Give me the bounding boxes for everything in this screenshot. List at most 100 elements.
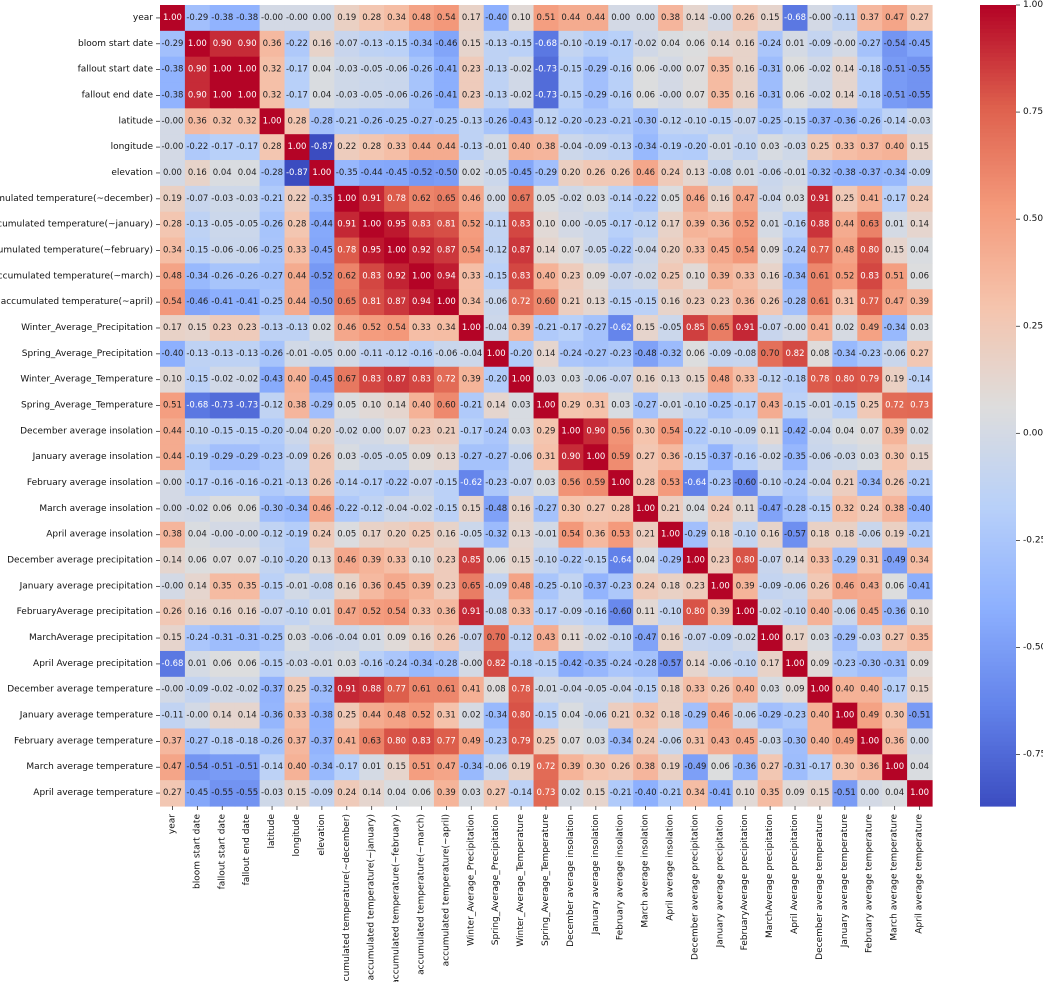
- heatmap-cell: [209, 134, 236, 161]
- heatmap-cell: [658, 366, 684, 394]
- colorbar-segment: [980, 249, 1016, 254]
- heatmap-cell: [757, 134, 784, 161]
- heatmap-cell: [558, 340, 584, 368]
- heatmap-cell: [757, 237, 784, 264]
- colorbar-segment: [980, 613, 1016, 619]
- cell-value-label: 1.00: [636, 504, 655, 514]
- cell-value-label: 0.39: [512, 323, 531, 333]
- cell-value-label: -0.21: [336, 116, 358, 126]
- cell-value-label: -0.09: [809, 39, 831, 49]
- cell-value-label: -0.00: [460, 659, 482, 669]
- colorbar-segment: [980, 77, 1016, 82]
- cell-value-label: 0.94: [412, 297, 431, 307]
- colorbar-segment: [980, 101, 1016, 106]
- colorbar-segment: [980, 169, 1016, 174]
- cell-value-label: 0.77: [437, 736, 456, 746]
- cell-value-label: -0.20: [286, 556, 308, 566]
- heatmap-cell: [782, 82, 809, 109]
- cell-value-label: 0.33: [387, 142, 406, 152]
- heatmap-cell: [682, 573, 709, 600]
- heatmap-cell: [882, 444, 908, 471]
- cell-value-label: 0.28: [636, 478, 655, 488]
- y-tick-label: fallout end date: [82, 90, 154, 100]
- heatmap-cell: [533, 573, 560, 600]
- colorbar-segment: [980, 429, 1016, 435]
- colorbar-tick-label: 0.75: [1023, 107, 1043, 117]
- colorbar-segment: [980, 677, 1016, 683]
- heatmap-cell: [807, 392, 833, 420]
- heatmap-cell: [234, 702, 261, 730]
- heatmap-cell: [807, 444, 833, 471]
- colorbar-segment: [980, 113, 1016, 118]
- heatmap-cell: [682, 780, 709, 807]
- cell-value-label: -0.27: [460, 452, 482, 462]
- heatmap-cell: [259, 521, 286, 549]
- heatmap-cell: [882, 780, 908, 807]
- cell-value-label: 0.31: [860, 556, 879, 566]
- cell-value-label: 0.11: [636, 607, 655, 617]
- heatmap-cell: [359, 56, 385, 84]
- heatmap-cell: [608, 728, 634, 755]
- cell-value-label: 0.47: [885, 13, 904, 23]
- colorbar-segment: [980, 333, 1016, 339]
- cell-value-label: 0.15: [761, 13, 780, 23]
- cell-value-label: 0.48: [711, 375, 730, 385]
- colorbar-segment: [980, 125, 1016, 130]
- heatmap-cell: [782, 30, 809, 58]
- cell-value-label: -0.00: [186, 711, 208, 721]
- heatmap-cell: [209, 263, 236, 290]
- heatmap-cell: [682, 315, 709, 342]
- heatmap-cell: [907, 547, 933, 575]
- cell-value-label: -0.24: [485, 426, 507, 436]
- cell-value-label: -0.21: [460, 401, 482, 411]
- heatmap-cell: [658, 470, 684, 497]
- cell-value-label: -0.28: [784, 297, 806, 307]
- cell-value-label: -0.15: [186, 245, 208, 255]
- cell-value-label: -0.20: [510, 349, 532, 359]
- cell-value-label: 0.21: [611, 711, 630, 721]
- heatmap-cell: [458, 599, 485, 626]
- heatmap-cell: [234, 185, 261, 213]
- x-tick-label: January average precipitation: [715, 814, 725, 948]
- cell-value-label: -0.09: [186, 685, 208, 695]
- heatmap-cell: [309, 521, 335, 549]
- cell-value-label: -0.09: [759, 581, 781, 591]
- cell-value-label: 0.00: [910, 736, 929, 746]
- cell-value-label: -0.29: [211, 452, 233, 462]
- cell-value-label: -0.18: [859, 90, 881, 100]
- cell-value-label: -0.05: [211, 220, 233, 230]
- colorbar-tick-label: 0.00: [1023, 428, 1043, 438]
- colorbar-segment: [980, 517, 1016, 523]
- cell-value-label: 0.18: [661, 685, 680, 695]
- cell-value-label: 0.14: [213, 711, 232, 721]
- cell-value-label: 0.32: [835, 504, 854, 514]
- heatmap-cell: [309, 573, 335, 600]
- heatmap-cell: [234, 495, 261, 523]
- heatmap-cell: [184, 676, 211, 704]
- heatmap-cell: [458, 521, 485, 549]
- cell-value-label: -0.27: [485, 452, 507, 462]
- colorbar-segment: [980, 117, 1016, 122]
- colorbar-tick-label: 0.25: [1023, 321, 1043, 331]
- heatmap-cell: [483, 340, 510, 368]
- heatmap-cell: [184, 754, 211, 781]
- heatmap-cell: [284, 625, 311, 652]
- heatmap-cell: [583, 470, 609, 497]
- cell-value-label: -0.13: [186, 349, 208, 359]
- cell-value-label: -0.52: [410, 168, 432, 178]
- colorbar-segment: [980, 409, 1016, 415]
- x-tick-label: FebruaryAverage precipitation: [740, 814, 750, 950]
- cell-value-label: 0.59: [586, 478, 605, 488]
- heatmap-cell: [533, 263, 560, 290]
- x-tick-label: Spring_Average_Precipitation: [491, 814, 501, 945]
- cell-value-label: 0.88: [362, 685, 381, 695]
- cell-value-label: 0.07: [213, 556, 232, 566]
- cell-value-label: 0.09: [810, 659, 829, 669]
- heatmap-cell: [409, 315, 435, 342]
- cell-value-label: 0.51: [537, 13, 556, 23]
- heatmap-cell: [682, 418, 709, 445]
- cell-value-label: 0.38: [288, 401, 307, 411]
- colorbar-segment: [980, 349, 1016, 355]
- x-tick-label: January average temperature: [840, 814, 850, 949]
- heatmap-cell: [458, 108, 485, 135]
